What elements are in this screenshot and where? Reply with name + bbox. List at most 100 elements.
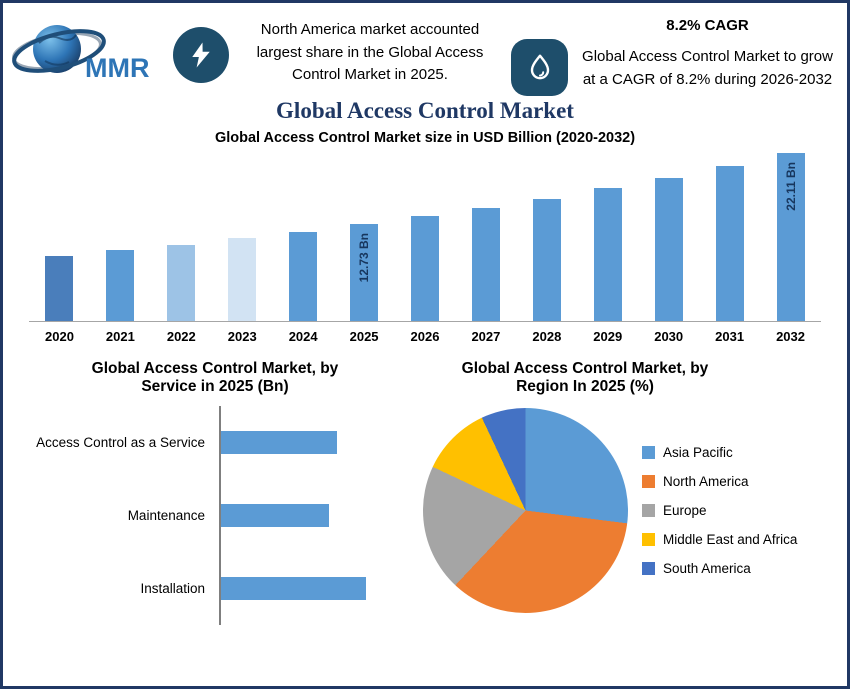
service-bar-installation — [221, 577, 367, 600]
bar-plot-area — [516, 148, 578, 322]
region-legend: Asia Pacific North America Europe Middle Ea… — [642, 445, 797, 576]
x-axis-label-2031: 2031 — [715, 329, 745, 344]
service-chart-title: Global Access Control Market, by Service… — [91, 360, 339, 395]
x-axis-label-2020: 2020 — [45, 329, 74, 344]
bar-2023 — [228, 238, 257, 321]
service-bar-maintenance — [221, 504, 329, 527]
bar-column-2028: 2028 — [516, 148, 578, 344]
bar-plot-area — [150, 148, 212, 322]
service-row-access-control-as-a-service: Access Control as a Service — [7, 406, 423, 479]
region-pie — [423, 408, 628, 613]
service-label-maintenance: Maintenance — [127, 508, 205, 523]
x-axis-label-2032: 2032 — [776, 329, 805, 344]
bar-column-2020: 2020 — [29, 148, 90, 344]
x-axis-label-2023: 2023 — [227, 329, 257, 344]
bar-plot-area — [89, 148, 151, 322]
service-row-installation: Installation — [7, 552, 423, 625]
market-size-bars: 2020 2021 2022 2023 2024 12.73 Bn 2025 2026 2027… — [29, 148, 821, 344]
bar-2027 — [471, 208, 500, 321]
x-axis-label-2029: 2029 — [593, 329, 623, 344]
x-axis-label-2026: 2026 — [410, 329, 440, 344]
bar-plot-area: 22.11 Bn — [760, 148, 821, 322]
bar-2028 — [532, 199, 561, 321]
legend-swatch-europe — [642, 504, 655, 517]
x-axis-label-2021: 2021 — [105, 329, 135, 344]
bar-plot-area — [638, 148, 700, 322]
x-axis-label-2024: 2024 — [288, 329, 318, 344]
bar-plot-area — [455, 148, 517, 322]
bar-2026 — [410, 216, 439, 321]
x-axis-label-2027: 2027 — [471, 329, 501, 344]
bar-value-label-2025: 12.73 Bn — [357, 233, 372, 283]
bar-2031 — [715, 166, 744, 321]
x-axis-label-2022: 2022 — [166, 329, 196, 344]
legend-label-europe: Europe — [663, 503, 707, 518]
x-axis-label-2030: 2030 — [654, 329, 684, 344]
legend-item-asia-pacific: Asia Pacific — [642, 445, 797, 460]
bar-column-2032: 22.11 Bn 2032 — [760, 148, 821, 344]
legend-label-north-america: North America — [663, 474, 749, 489]
service-bar-zone — [219, 479, 423, 552]
lightning-icon — [173, 27, 229, 83]
bar-column-2021: 2021 — [89, 148, 151, 344]
header: MMR North America market accounted large… — [3, 3, 847, 96]
bar-2029 — [593, 188, 622, 321]
page-title: Global Access Control Market — [276, 98, 574, 123]
flame-icon — [511, 39, 568, 96]
bar-2025: 12.73 Bn — [350, 224, 379, 321]
legend-item-north-america: North America — [642, 474, 797, 489]
service-label-installation: Installation — [140, 581, 205, 596]
service-rows: Access Control as a Service Maintenance In… — [7, 406, 423, 625]
bar-plot-area — [29, 148, 90, 322]
service-row-maintenance: Maintenance — [7, 479, 423, 552]
legend-item-south-america: South America — [642, 561, 797, 576]
service-chart: Global Access Control Market, by Service… — [3, 360, 423, 625]
bar-plot-area — [577, 148, 639, 322]
region-chart: Global Access Control Market, by Region … — [423, 360, 847, 625]
x-axis-label-2028: 2028 — [532, 329, 562, 344]
bar-column-2025: 12.73 Bn 2025 — [333, 148, 395, 344]
highlight-left-note: North America market accounted largest s… — [256, 21, 484, 83]
cagr-text-column: 8.2% CAGR Global Access Control Market t… — [582, 11, 833, 91]
bar-2021 — [106, 250, 135, 321]
legend-swatch-south-america — [642, 562, 655, 575]
brand-text: MMR — [85, 53, 149, 83]
bar-2024 — [289, 232, 318, 321]
legend-swatch-asia-pacific — [642, 446, 655, 459]
legend-item-middle-east-and-africa: Middle East and Africa — [642, 532, 797, 547]
bar-2030 — [654, 178, 683, 321]
highlight-right-note: Global Access Control Market to grow at … — [582, 48, 833, 88]
service-bar-zone — [219, 552, 423, 625]
bar-column-2023: 2023 — [211, 148, 273, 344]
pie-wrap: Asia Pacific North America Europe Middle Ea… — [423, 408, 847, 613]
bar-2022 — [167, 245, 196, 321]
service-bar-zone — [219, 406, 423, 479]
legend-item-europe: Europe — [642, 503, 797, 518]
bar-2020 — [45, 256, 74, 321]
bar-plot-area — [699, 148, 761, 322]
bar-column-2027: 2027 — [455, 148, 517, 344]
mmr-logo: MMR — [11, 11, 163, 96]
globe-logo-graphic: MMR — [12, 25, 149, 83]
legend-label-south-america: South America — [663, 561, 751, 576]
bar-plot-area — [394, 148, 456, 322]
region-chart-title: Global Access Control Market, by Region … — [461, 360, 709, 395]
bar-2032: 22.11 Bn — [776, 153, 805, 321]
bar-column-2029: 2029 — [577, 148, 639, 344]
legend-label-asia-pacific: Asia Pacific — [663, 445, 733, 460]
legend-label-middle-east-and-africa: Middle East and Africa — [663, 532, 798, 547]
service-label-access-control-as-a-service: Access Control as a Service — [36, 435, 205, 450]
service-bar-access-control-as-a-service — [221, 431, 338, 454]
legend-swatch-middle-east-and-africa — [642, 533, 655, 546]
bar-column-2030: 2030 — [638, 148, 700, 344]
bar-plot-area — [211, 148, 273, 322]
cagr-heading: 8.2% CAGR — [666, 17, 749, 34]
bar-plot-area: 12.73 Bn — [333, 148, 395, 322]
cagr-box: 8.2% CAGR Global Access Control Market t… — [511, 11, 833, 96]
bar-column-2022: 2022 — [150, 148, 212, 344]
legend-swatch-north-america — [642, 475, 655, 488]
x-axis-label-2025: 2025 — [349, 329, 379, 344]
market-size-chart: Global Access Control Market size in USD… — [3, 130, 847, 344]
bar-column-2031: 2031 — [699, 148, 761, 344]
